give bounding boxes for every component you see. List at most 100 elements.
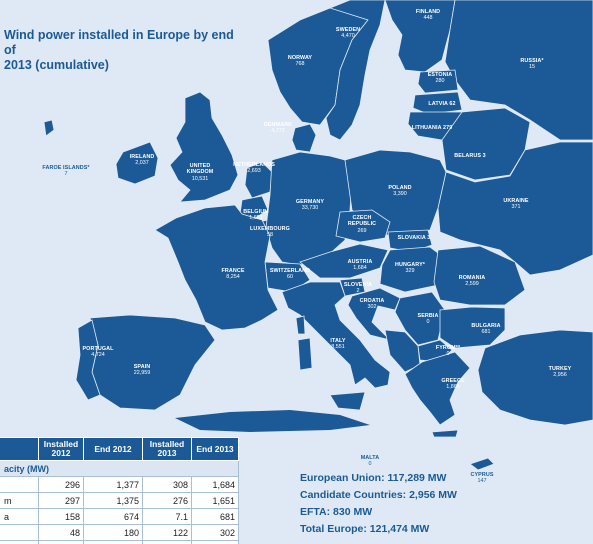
table-header: End 2012: [83, 437, 143, 461]
label-bulgaria: BULGARIA 681: [471, 323, 501, 336]
hungary-shape: [379, 246, 451, 293]
table-row: m 297 1,375 276 1,651: [0, 492, 239, 509]
table-cell: 674: [83, 508, 143, 525]
label-portugal: PORTUGAL 4,724: [82, 346, 114, 359]
label-latvia: LATVIA 62: [428, 101, 456, 107]
table-cell: 297: [38, 492, 84, 509]
label-germany: GERMANY 33,730: [295, 199, 325, 212]
table-cell: 1,375: [83, 492, 143, 509]
france-shape: [154, 204, 279, 331]
label-lithuania: LITHUANIA 279: [411, 125, 453, 131]
label-greece: GREECE 1,865: [441, 378, 465, 391]
label-luxembourg: LUXEMBOURG 58: [250, 226, 290, 239]
label-netherlands: NETHERLANDS 2,693: [233, 162, 275, 175]
table-cell: 180: [83, 524, 143, 541]
table-cell: [0, 540, 39, 544]
table-row: 296 1,377 308 1,684: [0, 476, 239, 493]
crete-shape: [431, 429, 459, 438]
label-malta: MALTA 0: [360, 455, 380, 468]
label-hungary: HUNGARY* 329: [395, 262, 425, 275]
total-europe: Total Europe: 121,474 MW: [300, 523, 430, 535]
croatia-shape: [347, 287, 401, 341]
label-russia: RUSSIA* 15: [520, 58, 544, 71]
sardinia-shape: [297, 337, 313, 371]
austria-shape: [299, 243, 389, 279]
label-france: FRANCE 8,254: [221, 268, 245, 281]
table-header: Installed 2012: [38, 437, 84, 461]
table-row: 13 147 0 147: [0, 540, 239, 544]
label-slovakia: SLOVAKIA 3: [397, 235, 431, 241]
table-header-row: Installed 2012 End 2012 Installed 2013 E…: [0, 437, 239, 461]
table-cell: 7.1: [142, 508, 192, 525]
label-belarus: BELARUS 3: [454, 153, 486, 159]
label-poland: POLAND 3,390: [388, 185, 412, 198]
table-cell: 276: [142, 492, 192, 509]
table-cell: 296: [38, 476, 84, 493]
total-efta: EFTA: 830 MW: [300, 506, 373, 518]
table-cell: 147: [83, 540, 143, 544]
label-slovenia: SLOVENIA 2: [343, 282, 373, 295]
italy-shape: [281, 281, 391, 389]
label-romania: ROMANIA 2,599: [458, 275, 486, 288]
total-candidate: Candidate Countries: 2,956 MW: [300, 489, 457, 501]
corsica-shape: [295, 315, 306, 335]
ukraine-shape: [437, 141, 593, 276]
map-title: Wind power installed in Europe by end of…: [4, 28, 244, 73]
table-cell: 48: [38, 524, 84, 541]
label-switzerland: SWITZERLAND 60: [269, 268, 311, 281]
table-header: Installed 2013: [142, 437, 192, 461]
greece-shape: [404, 351, 471, 426]
table-cell: a: [0, 508, 39, 525]
total-eu: European Union: 117,289 MW: [300, 472, 447, 484]
table-cell: [0, 476, 39, 493]
russia-shape: [444, 0, 593, 141]
bulgaria-shape: [439, 306, 506, 349]
estonia-shape: [417, 69, 459, 94]
cyprus-shape: [469, 457, 495, 471]
table-cell: 1,651: [191, 492, 239, 509]
capacity-table: Installed 2012 End 2012 Installed 2013 E…: [0, 437, 239, 544]
turkey-shape: [477, 329, 593, 426]
serbia-shape: [394, 291, 446, 346]
label-faroe: FAROE ISLANDS* 7: [42, 165, 90, 178]
label-ireland: IRELAND 2,037: [129, 154, 155, 167]
label-fyrom: FYROM** 0: [435, 345, 461, 358]
sicily-shape: [329, 391, 366, 411]
denmark-shape: [291, 123, 317, 153]
table-cell: 1,377: [83, 476, 143, 493]
table-cell: 1,684: [191, 476, 239, 493]
czech-shape: [335, 209, 391, 243]
table-header-blank: [0, 437, 39, 461]
table-cell: 681: [191, 508, 239, 525]
table-section-label: acity (MW): [0, 460, 239, 477]
label-serbia: SERBIA 0: [417, 313, 439, 326]
table-section-row: acity (MW): [0, 460, 239, 477]
table-row: 48 180 122 302: [0, 524, 239, 541]
label-austria: AUSTRIA 1,684: [347, 259, 373, 272]
label-belgium: BELGIUM 1,651: [243, 209, 269, 222]
uk-shape: [169, 91, 239, 203]
label-spain: SPAIN 22,959: [133, 364, 151, 377]
label-italy: ITALY 8,551: [330, 338, 346, 351]
table-row: a 158 674 7.1 681: [0, 508, 239, 525]
label-uk: UNITED KINGDOM 10,531: [186, 163, 214, 182]
table-cell: 308: [142, 476, 192, 493]
totals-block: European Union: 117,289 MW Candidate Cou…: [300, 470, 457, 538]
north-africa-shape: [175, 410, 370, 432]
title-line-1: Wind power installed in Europe by end of: [4, 28, 234, 57]
table-cell: m: [0, 492, 39, 509]
table-cell: 302: [191, 524, 239, 541]
label-norway: NORWAY 768: [287, 55, 313, 68]
table-cell: 13: [38, 540, 84, 544]
label-finland: FINLAND 448: [415, 9, 441, 22]
label-denmark: DENMARK 4,772: [263, 122, 293, 135]
table-cell: 0: [142, 540, 192, 544]
romania-shape: [433, 245, 526, 306]
title-line-2: 2013 (cumulative): [4, 58, 109, 72]
label-cyprus: CYPRUS 147: [470, 472, 494, 485]
label-croatia: CROATIA 302: [359, 298, 385, 311]
table-cell: [0, 524, 39, 541]
label-ukraine: UKRAINE 371: [503, 198, 529, 211]
portugal-shape: [75, 319, 101, 401]
